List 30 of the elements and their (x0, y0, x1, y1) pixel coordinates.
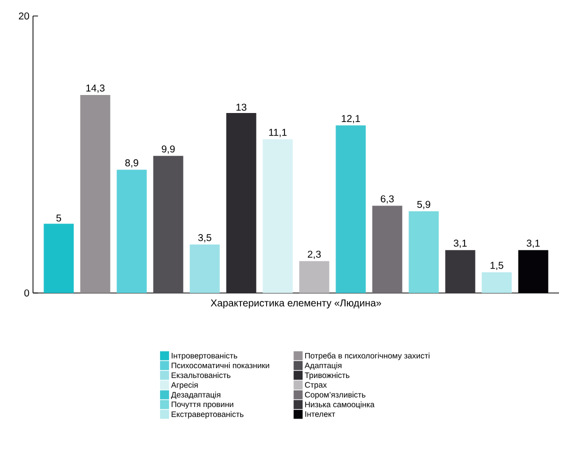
bar (299, 261, 330, 293)
bar (226, 112, 256, 293)
bar (44, 224, 74, 293)
bar (372, 206, 402, 293)
bar (116, 170, 147, 293)
bar (336, 125, 366, 293)
data-label: 5,9 (417, 200, 430, 210)
y-tick-label: 20 (18, 12, 30, 20)
bar (262, 139, 293, 293)
data-label: 1,5 (490, 262, 504, 270)
bar (408, 211, 439, 293)
x-tick-label: Характеристика елементу «Людина» (210, 300, 382, 308)
data-label: 5 (56, 214, 62, 222)
bar (80, 94, 110, 293)
bar (445, 250, 476, 293)
data-label: 13 (236, 104, 246, 111)
data-label: 11,1 (269, 128, 287, 138)
data-label: 14,3 (86, 84, 105, 93)
data-label: 3,1 (454, 240, 467, 248)
bar (190, 244, 220, 293)
data-label: 3,5 (198, 234, 212, 242)
data-label: 8,9 (125, 159, 138, 168)
data-label: 2,3 (308, 250, 321, 259)
data-label: 3,1 (526, 240, 540, 248)
y-tick-label: 0 (24, 289, 30, 297)
data-label: 12,1 (342, 114, 360, 124)
bar (482, 272, 512, 293)
bar (153, 156, 184, 293)
data-label: 9,9 (162, 145, 175, 154)
data-label: 6,3 (380, 195, 394, 204)
